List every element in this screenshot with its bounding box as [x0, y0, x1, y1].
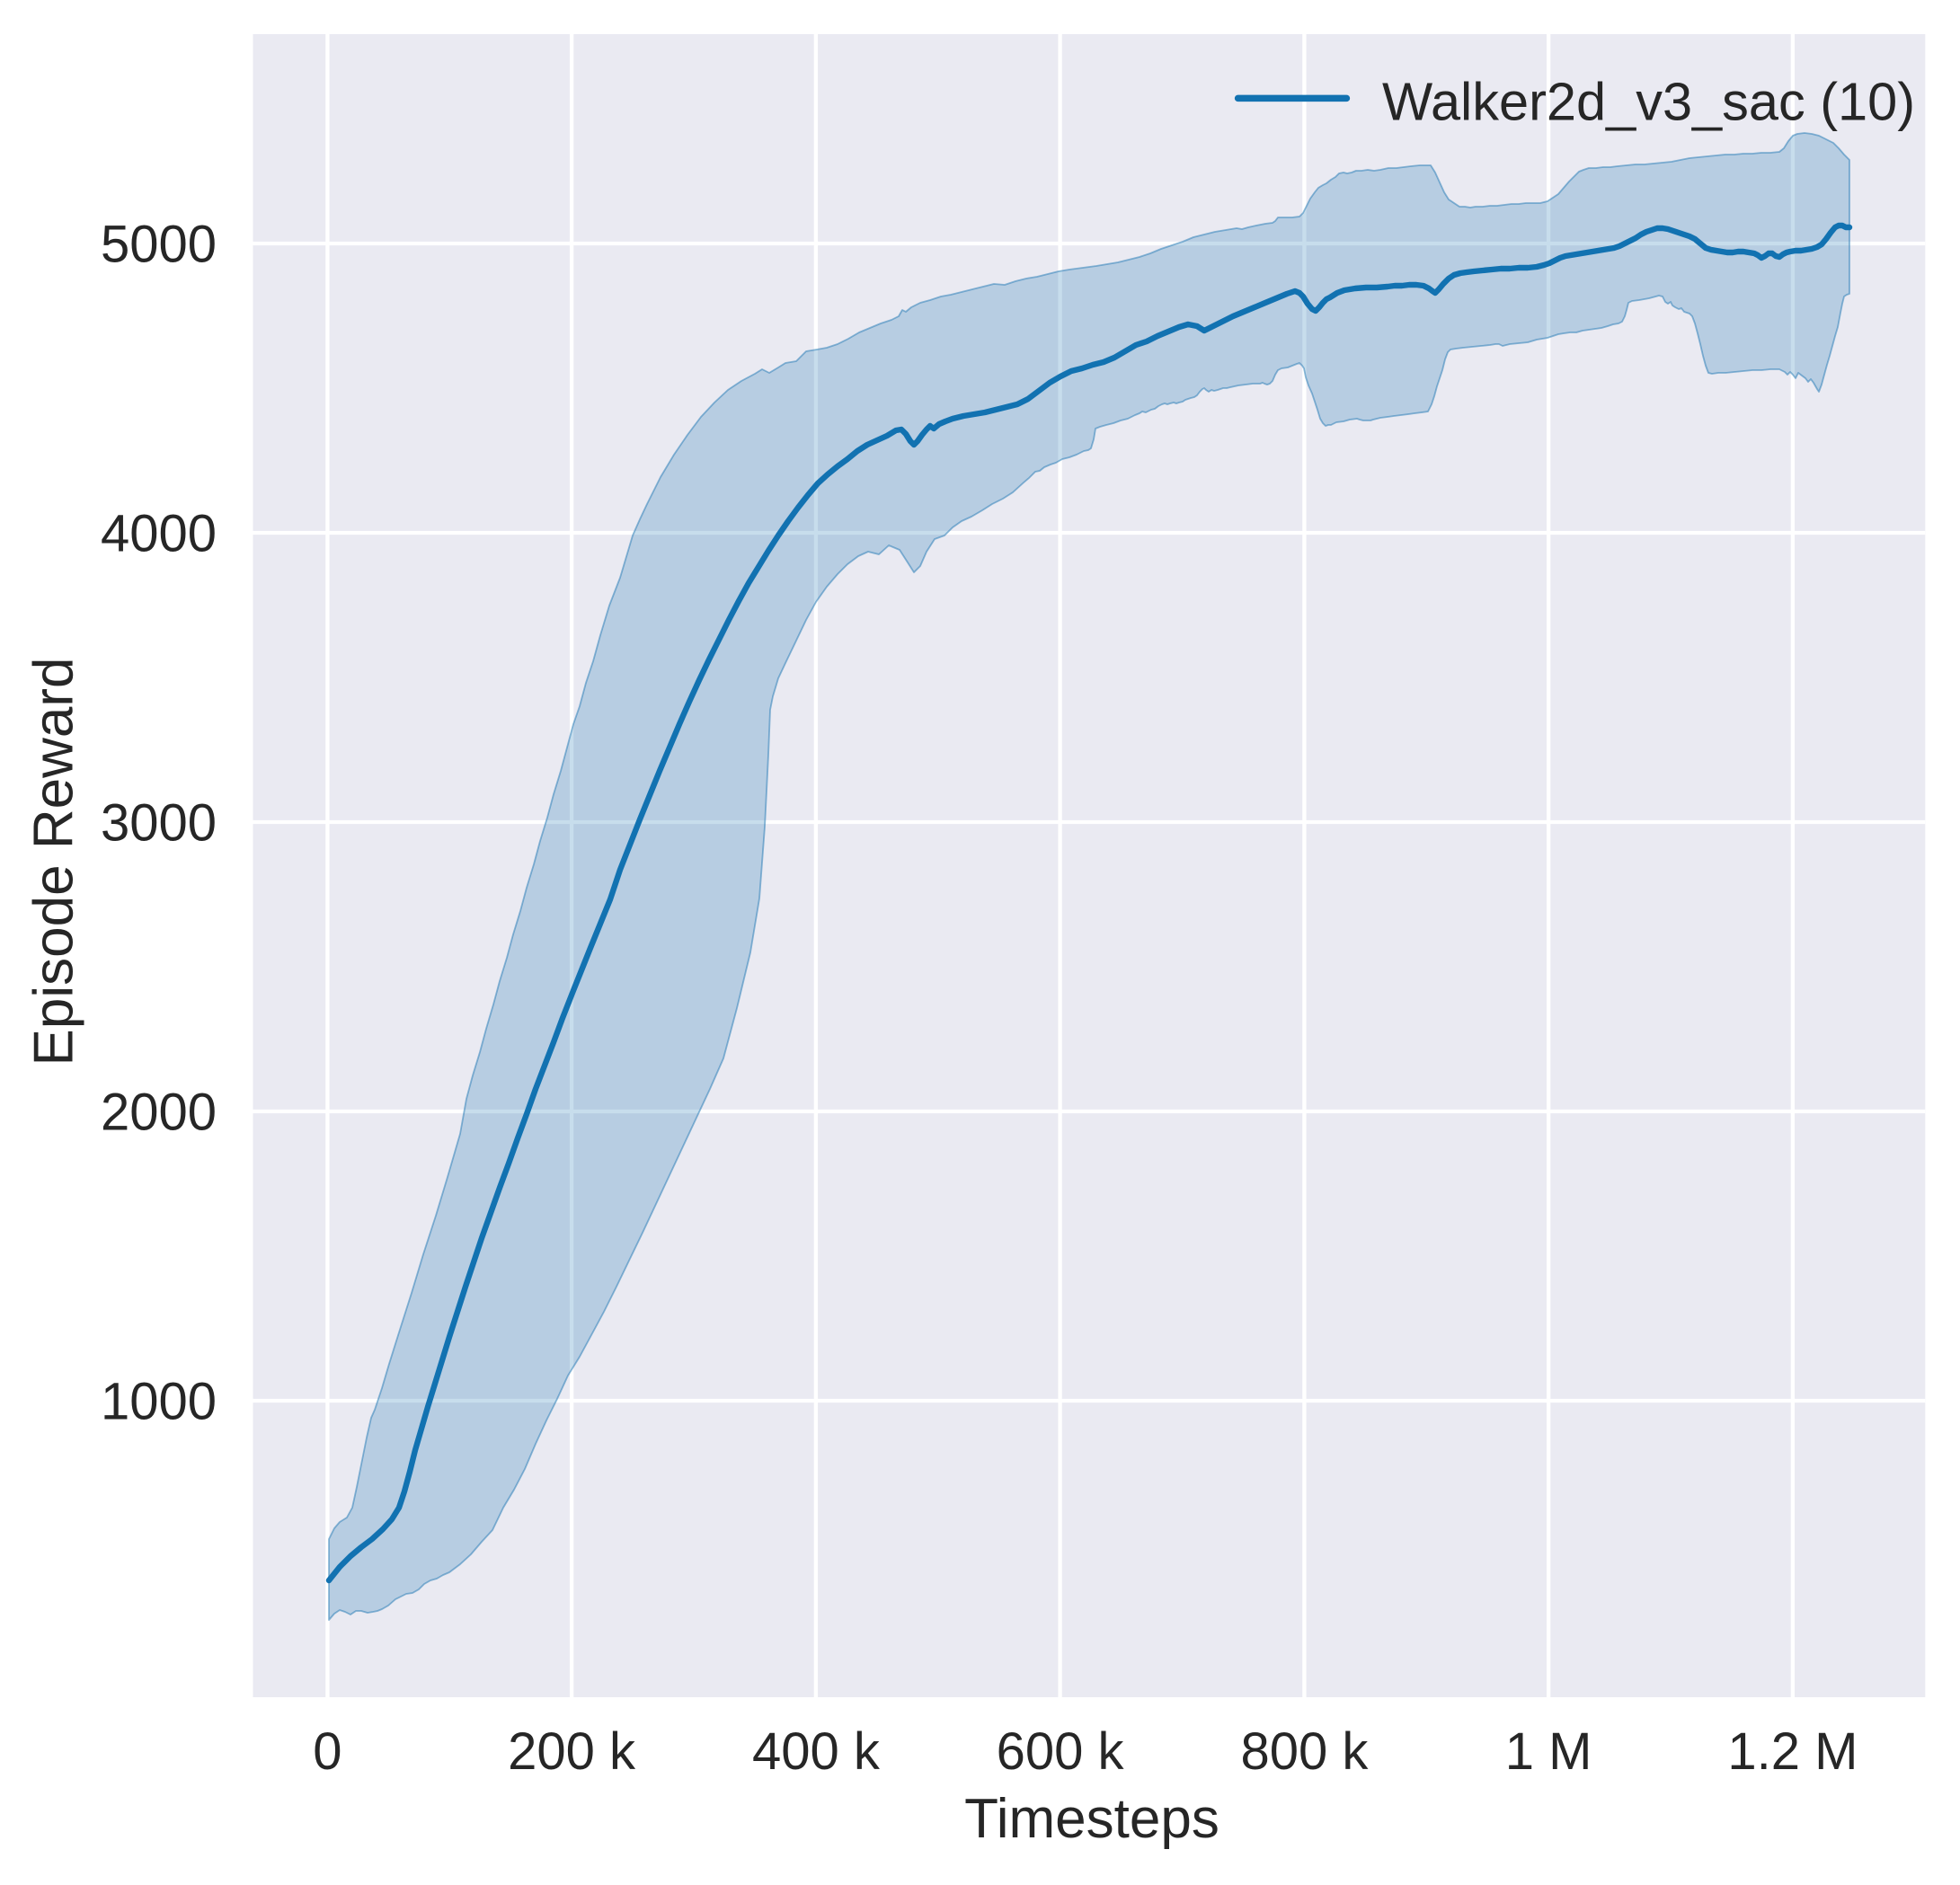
svg-text:Walker2d_v3_sac (10): Walker2d_v3_sac (10)	[1382, 72, 1915, 132]
svg-text:5000: 5000	[101, 216, 217, 274]
svg-text:1 M: 1 M	[1505, 1722, 1592, 1781]
svg-text:200 k: 200 k	[508, 1722, 636, 1781]
svg-text:4000: 4000	[101, 505, 217, 563]
svg-text:800 k: 800 k	[1240, 1722, 1369, 1781]
svg-text:Timesteps: Timesteps	[964, 1788, 1219, 1850]
svg-text:1000: 1000	[101, 1373, 217, 1431]
svg-text:0: 0	[313, 1722, 341, 1781]
svg-text:2000: 2000	[101, 1084, 217, 1142]
svg-text:Episode Reward: Episode Reward	[23, 658, 85, 1066]
svg-text:600 k: 600 k	[997, 1722, 1125, 1781]
svg-text:3000: 3000	[101, 794, 217, 853]
svg-text:400 k: 400 k	[752, 1722, 881, 1781]
svg-text:1.2 M: 1.2 M	[1727, 1722, 1858, 1781]
